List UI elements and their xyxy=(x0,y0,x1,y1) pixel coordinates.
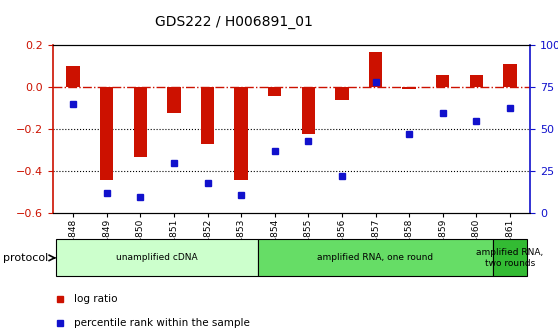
Bar xyxy=(134,87,147,157)
Bar xyxy=(234,87,248,180)
Bar xyxy=(167,87,181,113)
Text: protocol: protocol xyxy=(3,253,48,263)
Bar xyxy=(402,87,416,89)
Bar xyxy=(493,239,527,277)
Bar xyxy=(470,75,483,87)
Bar xyxy=(66,67,80,87)
Text: unamplified cDNA: unamplified cDNA xyxy=(117,253,198,262)
Bar xyxy=(100,87,113,180)
Text: log ratio: log ratio xyxy=(74,294,118,303)
Bar xyxy=(436,75,449,87)
Text: amplified RNA, one round: amplified RNA, one round xyxy=(318,253,434,262)
Bar xyxy=(369,52,382,87)
Bar xyxy=(56,239,258,277)
Bar xyxy=(335,87,349,100)
Text: GDS222 / H006891_01: GDS222 / H006891_01 xyxy=(156,15,313,29)
Bar xyxy=(201,87,214,144)
Text: percentile rank within the sample: percentile rank within the sample xyxy=(74,318,251,328)
Bar xyxy=(302,87,315,134)
Bar xyxy=(258,239,493,277)
Text: amplified RNA,
two rounds: amplified RNA, two rounds xyxy=(477,248,543,267)
Bar xyxy=(503,64,517,87)
Bar xyxy=(268,87,281,96)
